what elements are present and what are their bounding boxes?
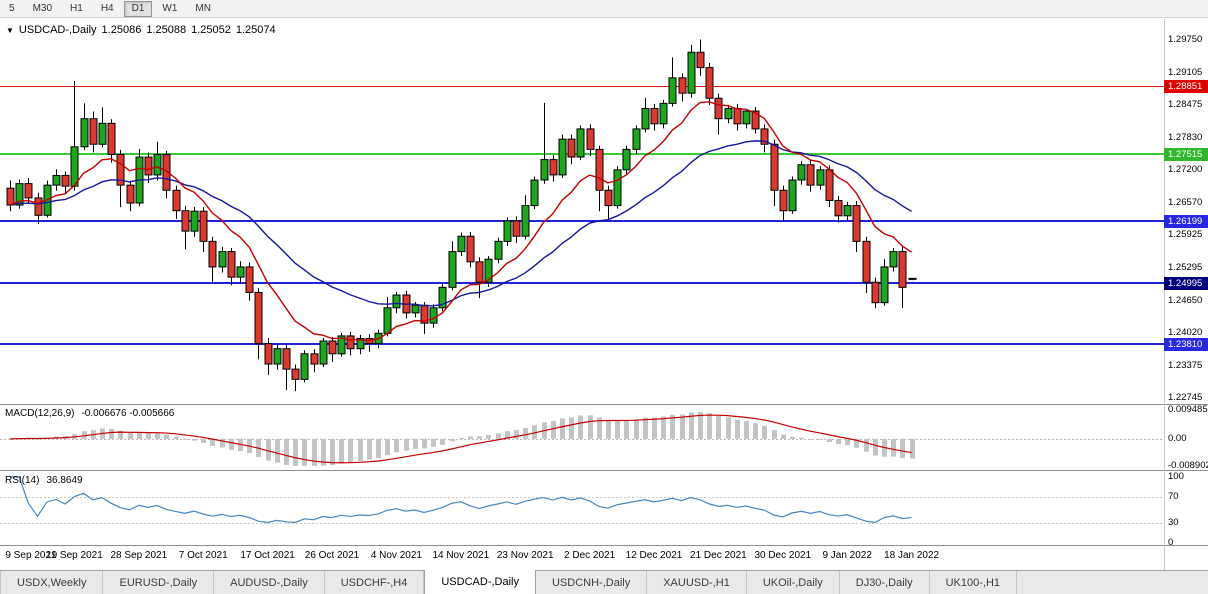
quote-open: 1.25086: [101, 24, 142, 36]
date-axis-label: 14 Nov 2021: [432, 550, 490, 561]
date-axis-label: 4 Nov 2021: [370, 550, 422, 561]
date-axis-label: 7 Oct 2021: [178, 550, 228, 561]
price-axis-tick: 1.25925: [1168, 229, 1203, 241]
date-axis-label: 12 Dec 2021: [625, 550, 683, 561]
chart-area: ▼ USDCAD-,Daily 1.25086 1.25088 1.25052 …: [0, 19, 1208, 570]
timeframe-button-H1[interactable]: H1: [70, 2, 83, 14]
rsi-axis-label: 100: [1168, 471, 1184, 482]
macd-label: MACD(12,26,9) -0.006676 -0.005666: [5, 408, 174, 419]
timeframe-button-M30[interactable]: M30: [32, 2, 53, 14]
timeframe-toolbar: 5 M30 H1 H4 D1 W1 MN: [0, 0, 1208, 18]
macd-values: -0.006676 -0.005666: [81, 408, 175, 419]
date-axis-label: 21 Dec 2021: [690, 550, 747, 561]
chart-tabs-bar: USDX,Weekly EURUSD-,Daily AUDUSD-,Daily USD…: [0, 570, 1208, 594]
rsi-value: 36.8649: [46, 475, 83, 486]
price-level-badge: 1.24995: [1164, 277, 1208, 290]
price-axis-tick: 1.24650: [1168, 294, 1203, 306]
timeframe-button-W1[interactable]: W1: [162, 2, 178, 14]
price-chart-canvas[interactable]: [0, 19, 1208, 570]
price-axis-tick: 1.23375: [1168, 359, 1203, 371]
chart-tab-audusd-daily[interactable]: AUDUSD-,Daily: [214, 571, 325, 594]
price-axis-tick: 1.27830: [1168, 132, 1203, 144]
rsi-name: RSI(14): [5, 475, 40, 486]
price-axis-tick: 1.29750: [1168, 34, 1203, 45]
date-axis-label: 23 Nov 2021: [496, 550, 554, 561]
price-level-badge: 1.26199: [1164, 215, 1208, 229]
price-level-badge: 1.28851: [1164, 79, 1208, 93]
date-axis-label: 2 Dec 2021: [564, 550, 616, 561]
date-axis-label: 17 Oct 2021: [240, 550, 295, 561]
rsi-axis-label: 70: [1168, 490, 1179, 502]
chart-tab-ukoil-daily[interactable]: UKOil-,Daily: [747, 571, 840, 594]
date-axis-label: 26 Oct 2021: [304, 550, 360, 561]
price-axis-tick: 1.22745: [1168, 392, 1203, 403]
price-axis-tick: 1.24020: [1168, 326, 1203, 338]
chart-tab-usdcad-daily[interactable]: USDCAD-,Daily: [424, 570, 536, 594]
chart-tab-usdcnh-daily[interactable]: USDCNH-,Daily: [536, 571, 648, 594]
chart-tab-usdx-weekly[interactable]: USDX,Weekly: [0, 571, 104, 594]
quote-high: 1.25088: [146, 24, 187, 36]
symbol-label: USDCAD-,Daily: [18, 24, 97, 36]
chart-dropdown-icon[interactable]: ▼: [6, 25, 14, 35]
rsi-axis-label: 0: [1168, 537, 1174, 548]
date-axis-label: 19 Sep 2021: [46, 550, 103, 561]
timeframe-button-D1[interactable]: D1: [123, 0, 153, 17]
chart-title: ▼ USDCAD-,Daily 1.25086 1.25088 1.25052 …: [6, 24, 276, 36]
chart-tab-eurusd-daily[interactable]: EURUSD-,Daily: [103, 571, 215, 594]
rsi-label: RSI(14) 36.8649: [5, 475, 83, 486]
price-axis-tick: 1.27200: [1168, 164, 1203, 176]
date-axis-label: 9 Jan 2022: [822, 550, 872, 561]
price-level-badge: 1.27515: [1164, 148, 1208, 162]
chart-tab-xauusd-h1[interactable]: XAUUSD-,H1: [647, 571, 747, 594]
date-axis-label: 9 Sep 2021: [5, 550, 57, 561]
price-axis-tick: 1.28475: [1168, 99, 1203, 111]
price-level-badge: 1.23810: [1164, 337, 1208, 351]
date-axis-label: 18 Jan 2022: [884, 550, 940, 561]
quote-low: 1.25052: [191, 24, 231, 36]
price-axis-tick: 1.29105: [1168, 66, 1203, 78]
timeframe-button-H4[interactable]: H4: [100, 2, 114, 14]
chart-tab-usdchf-h4[interactable]: USDCHF-,H4: [325, 571, 425, 594]
macd-axis-label: 0.00: [1168, 432, 1187, 444]
macd-axis-label: 0.009485: [1168, 404, 1208, 415]
chart-tab-uk100-h1[interactable]: UK100-,H1: [930, 571, 1018, 594]
quote-close: 1.25074: [235, 24, 276, 36]
rsi-axis-label: 30: [1168, 517, 1179, 529]
price-axis-tick: 1.26570: [1168, 196, 1203, 208]
date-axis-label: 28 Sep 2021: [110, 550, 168, 561]
chart-tab-dj30-daily[interactable]: DJ30-,Daily: [840, 571, 930, 594]
date-axis-label: 30 Dec 2021: [754, 550, 812, 561]
macd-name: MACD(12,26,9): [5, 408, 75, 419]
price-axis-tick: 1.25295: [1168, 261, 1203, 273]
timeframe-button-5[interactable]: 5: [9, 2, 15, 14]
macd-axis-label: -0.008902: [1168, 460, 1208, 471]
timeframe-button-MN[interactable]: MN: [195, 2, 211, 14]
